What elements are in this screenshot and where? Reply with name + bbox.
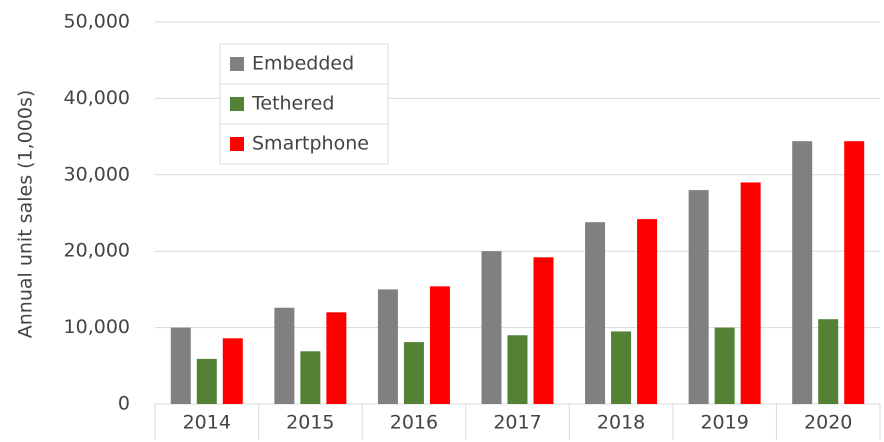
bar [377,289,398,404]
y-tick-label: 30,000 [64,163,130,185]
x-tick-label: 2016 [390,412,438,434]
y-tick-label: 50,000 [64,11,130,33]
bar [688,190,709,404]
bar [222,338,243,404]
y-tick-label: 20,000 [64,240,130,262]
bar [403,342,424,404]
bar [611,331,632,404]
bar [585,222,606,404]
bar [429,286,450,404]
bar [274,307,295,404]
y-axis-title: Annual unit sales (1,000s) [15,90,37,339]
bar [637,219,658,404]
bar [300,351,321,404]
bar [792,141,813,404]
y-tick-label: 0 [118,393,130,415]
bar [481,251,502,404]
x-tick-label: 2015 [286,412,334,434]
bar [326,312,347,404]
bar [740,182,761,404]
bar [818,319,839,404]
x-tick-label: 2019 [700,412,748,434]
bar [533,257,554,404]
bar [507,335,528,404]
bar [844,141,865,404]
bar [170,327,191,404]
x-tick-label: 2020 [804,412,852,434]
x-tick-label: 2017 [493,412,541,434]
y-tick-label: 10,000 [64,316,130,338]
legend-label: Smartphone [252,133,369,155]
legend-box [219,43,389,165]
bar [196,358,217,404]
legend-swatch [230,57,244,71]
legend-swatch [230,97,244,111]
y-tick-label: 40,000 [64,87,130,109]
x-tick-label: 2014 [183,412,231,434]
legend-label: Tethered [251,93,334,115]
legend-label: Embedded [252,53,354,75]
legend-swatch [230,137,244,151]
bar [714,327,735,404]
x-tick-label: 2018 [597,412,645,434]
